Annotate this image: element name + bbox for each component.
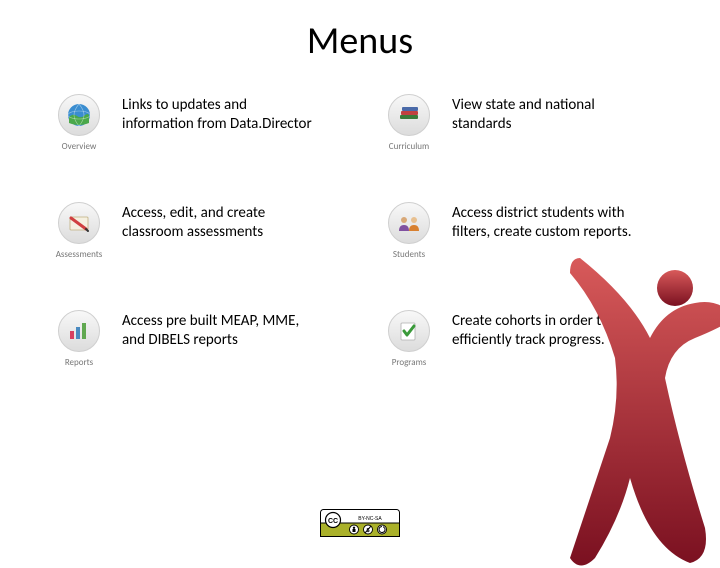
desc-assessments: Access, edit, and create classroom asses… — [122, 202, 322, 242]
programs-icon — [388, 310, 430, 352]
desc-students: Access district students with filters, c… — [452, 202, 652, 242]
menu-item-reports: Reports Access pre built MEAP, MME, and … — [50, 310, 360, 368]
icon-block-overview: Overview — [50, 94, 108, 152]
desc-overview: Links to updates and information from Da… — [122, 94, 322, 134]
desc-curriculum: View state and national standards — [452, 94, 652, 134]
icon-block-assessments: Assessments — [50, 202, 108, 260]
students-icon — [388, 202, 430, 244]
icon-label-programs: Programs — [392, 358, 427, 368]
icon-block-curriculum: Curriculum — [380, 94, 438, 152]
license-text: BY-NC-SA — [358, 516, 382, 522]
menu-item-assessments: Assessments Access, edit, and create cla… — [50, 202, 360, 260]
curriculum-icon — [388, 94, 430, 136]
reports-icon — [58, 310, 100, 352]
icon-label-assessments: Assessments — [56, 250, 103, 260]
assessments-icon — [58, 202, 100, 244]
icon-label-reports: Reports — [65, 358, 93, 368]
icon-label-students: Students — [393, 250, 425, 260]
desc-reports: Access pre built MEAP, MME, and DIBELS r… — [122, 310, 322, 350]
license-badge: CC $ BY-NC-SA — [320, 509, 400, 542]
icon-block-students: Students — [380, 202, 438, 260]
menu-item-overview: Overview Links to updates and informatio… — [50, 94, 360, 152]
page-title: Menus — [0, 18, 720, 64]
svg-text:CC: CC — [328, 518, 338, 525]
icon-block-reports: Reports — [50, 310, 108, 368]
icon-label-overview: Overview — [62, 142, 97, 152]
menu-item-curriculum: Curriculum View state and national stand… — [380, 94, 690, 152]
overview-icon — [58, 94, 100, 136]
icon-block-programs: Programs — [380, 310, 438, 368]
decorative-figure — [520, 248, 720, 568]
icon-label-curriculum: Curriculum — [389, 142, 429, 152]
